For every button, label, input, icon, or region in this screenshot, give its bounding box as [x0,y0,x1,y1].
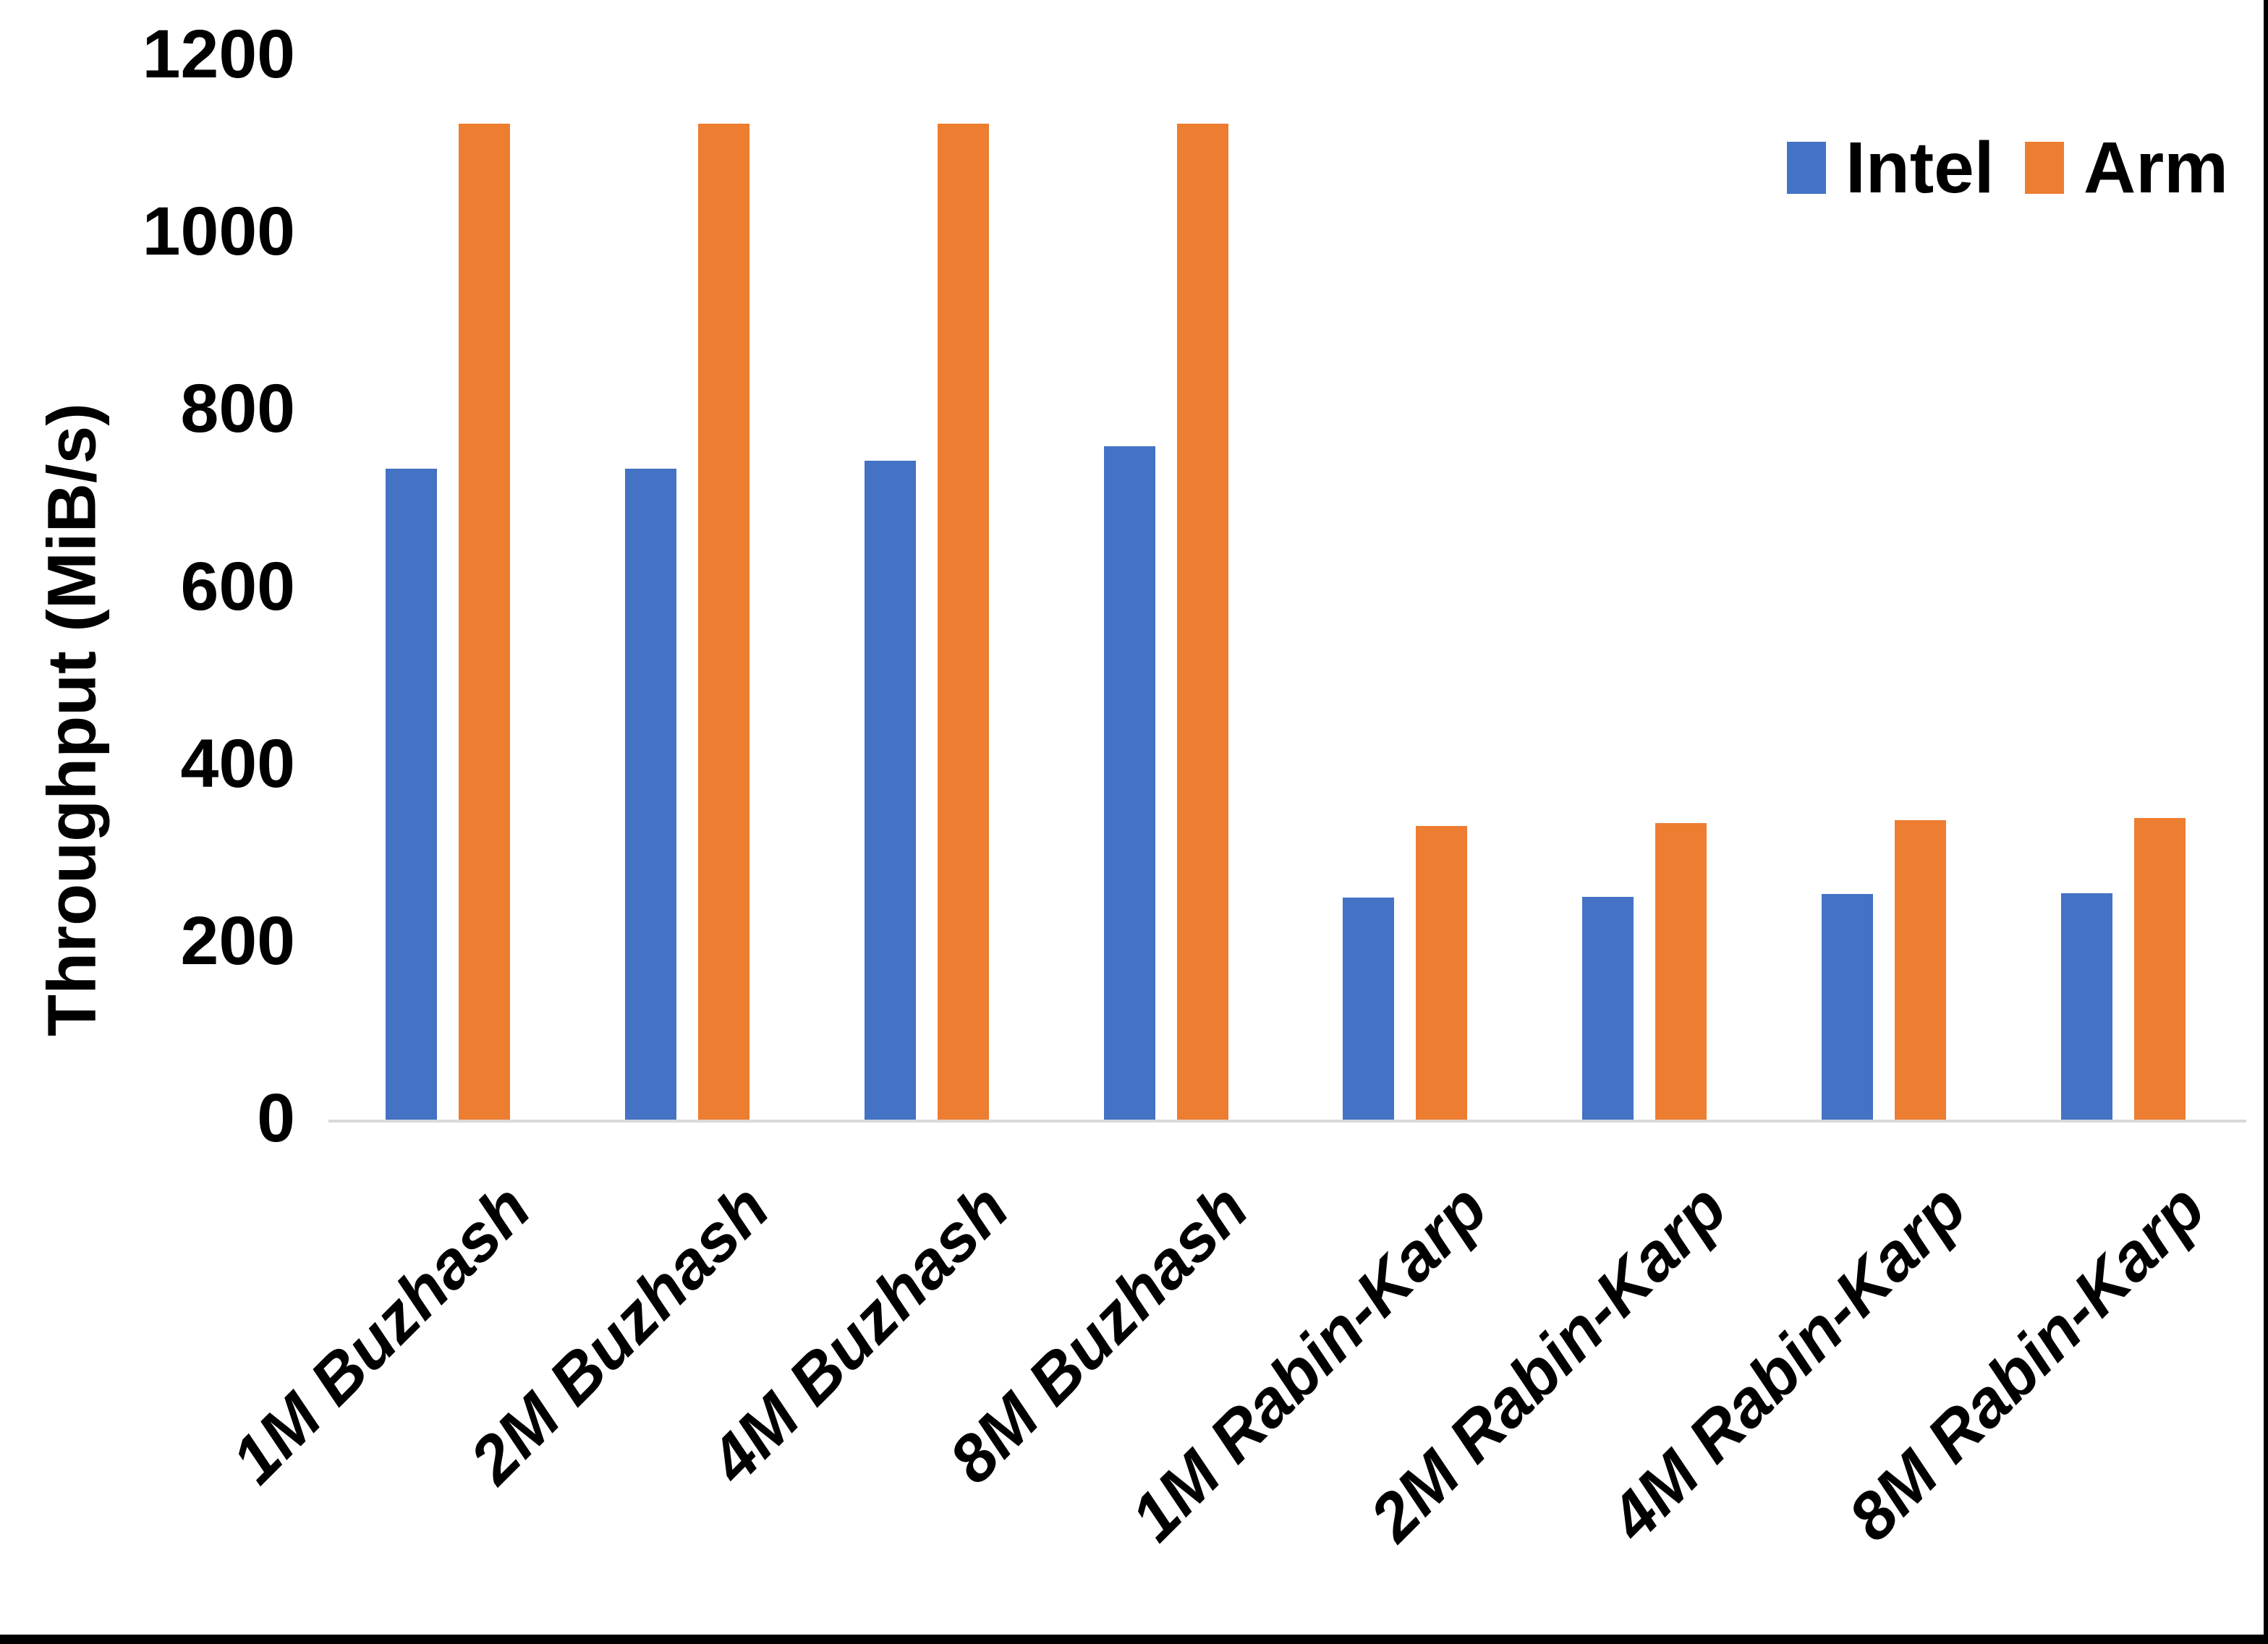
bar-intel-8m-rabin-karp [2060,893,2112,1122]
bar-arm-8m-buzhash [1176,123,1228,1122]
bar-arm-2m-rabin-karp [1655,822,1707,1122]
y-tick-label-0: 0 [257,1080,295,1157]
y-tick-label-1000: 1000 [142,193,295,271]
bar-arm-1m-rabin-karp [1416,825,1468,1122]
bar-intel-2m-buzhash [625,468,677,1122]
bar-arm-8m-rabin-karp [2133,817,2186,1122]
bar-intel-1m-buzhash [386,468,438,1122]
y-tick-label-800: 800 [180,370,295,448]
bar-intel-1m-rabin-karp [1343,897,1395,1122]
legend-arm-label: Arm [2084,127,2229,208]
y-axis-title: Throughput (MiB/s) [33,403,111,1036]
bar-intel-4m-buzhash [864,460,916,1122]
bottom-frame-border [0,1635,2268,1644]
bar-arm-1m-buzhash [459,123,511,1122]
y-tick-label-200: 200 [180,902,295,979]
bar-intel-8m-buzhash [1103,446,1155,1122]
y-tick-label-1200: 1200 [142,16,295,93]
y-tick-label-600: 600 [180,548,295,625]
legend-item-arm: Arm [2025,127,2228,208]
legend-intel-swatch [1787,142,1826,194]
bar-arm-4m-rabin-karp [1894,820,1946,1122]
legend-intel-label: Intel [1846,127,1995,208]
y-tick-label-400: 400 [180,725,295,802]
bar-arm-2m-buzhash [698,123,750,1122]
bar-intel-2m-rabin-karp [1582,896,1634,1122]
legend-arm-swatch [2025,142,2064,194]
right-frame-border [2264,0,2268,1644]
x-axis-line [328,1120,2246,1123]
bar-arm-4m-buzhash [937,123,989,1122]
legend-item-intel: Intel [1787,127,1995,208]
bar-intel-4m-rabin-karp [1821,893,1873,1122]
